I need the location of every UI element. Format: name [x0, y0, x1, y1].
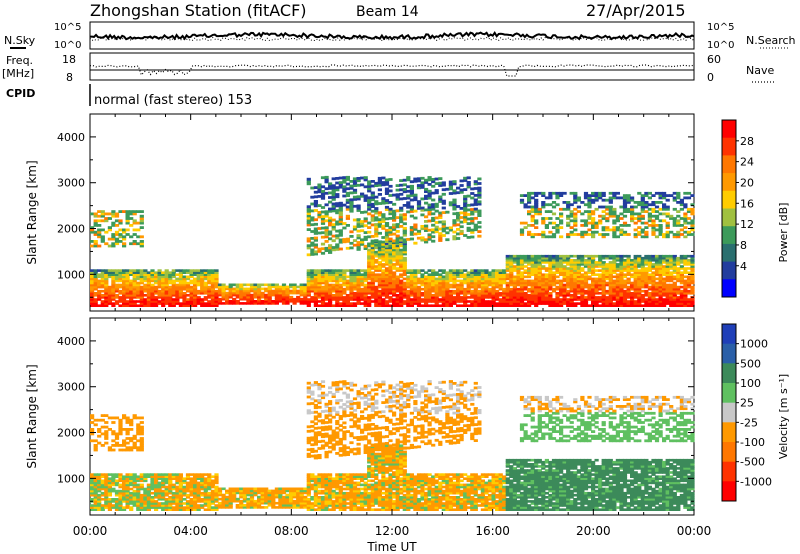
y-tick-label: 1000	[57, 472, 85, 485]
freq-panel: Freq. [MHz] 18 8 60 0 Nave	[2, 52, 774, 84]
colorbar-segment	[722, 461, 736, 482]
colorbar-tick-label: 1000	[740, 338, 768, 351]
colorbar-segment	[722, 261, 736, 280]
colorbar-segment	[722, 226, 736, 245]
noise-search-line	[89, 36, 695, 42]
freq-label: Freq.	[6, 54, 33, 67]
colorbar-frame	[721, 323, 737, 502]
colorbar-tick-label: 8	[740, 239, 747, 252]
colorbar-tick-label: 20	[740, 176, 754, 189]
colorbar-segment	[722, 190, 736, 209]
colorbar-segment	[722, 279, 736, 298]
nave-tick-top: 60	[707, 53, 721, 66]
freq-tick-bottom: 8	[66, 71, 73, 84]
colorbar-segment	[722, 422, 736, 443]
colorbar-segment	[722, 155, 736, 174]
colorbar-segment	[722, 402, 736, 423]
noise-ytick-top-left: 10^5	[54, 22, 81, 33]
colorbar-segment	[722, 324, 736, 345]
colorbar-segment	[722, 173, 736, 192]
colorbar-segment	[722, 343, 736, 364]
noise-ytick-bottom-left: 10^0	[54, 40, 81, 51]
y-tick-label: 3000	[57, 381, 85, 394]
colorbar-segment	[722, 363, 736, 384]
x-axis-title: Time UT	[366, 540, 417, 554]
noise-ytick-top-right: 10^5	[707, 22, 734, 33]
y-axis-label: Slant Range [km]	[25, 160, 39, 264]
y-tick-label: 4000	[57, 131, 85, 144]
y-tick-label: 2000	[57, 427, 85, 440]
colorbar-tick-label: 100	[740, 377, 761, 390]
nave-label: Nave	[746, 64, 774, 77]
colorbar-tick-label: -500	[740, 456, 765, 469]
y-axis-label: Slant Range [km]	[25, 364, 39, 468]
x-tick-label: 00:00	[677, 524, 712, 538]
noise-sky-line	[90, 30, 695, 41]
beam-title: Beam 14	[356, 4, 419, 20]
colorbar-tick-label: 24	[740, 156, 754, 169]
x-tick-label: 04:00	[173, 524, 208, 538]
colorbar-tick-label: 28	[740, 135, 754, 148]
colorbar-tick-label: -25	[740, 416, 758, 429]
x-tick-label: 20:00	[576, 524, 611, 538]
colorbar-segment	[722, 481, 736, 502]
scatter-cells	[90, 380, 695, 511]
velocity-panel: 1000 2000 3000 4000 Slant Range [km] 1000 500 1…	[25, 317, 790, 516]
noise-sky-label: N.Sky	[4, 34, 36, 47]
x-tick-label: 12:00	[375, 524, 410, 538]
colorbar-segment	[722, 208, 736, 227]
scatter-cells	[90, 175, 695, 307]
x-tick-label: 16:00	[475, 524, 510, 538]
colorbar-label: Velocity [m s⁻¹]	[777, 374, 790, 459]
y-tick-label: 2000	[57, 223, 85, 236]
colorbar-segment	[722, 442, 736, 463]
colorbar-tick-label: -1000	[740, 475, 772, 488]
date-title: 27/Apr/2015	[586, 1, 686, 20]
freq-unit-label: [MHz]	[2, 67, 34, 80]
station-title: Zhongshan Station (fitACF)	[90, 1, 307, 20]
noise-panel: N.Sky 10^5 10^0 10^5 10^0 N.Search	[4, 21, 796, 51]
y-tick-label: 1000	[57, 268, 85, 281]
colorbar-label: Power [dB]	[777, 203, 790, 263]
nave-line	[89, 64, 695, 77]
noise-ytick-bottom-right: 10^0	[707, 40, 734, 51]
colorbar-tick-label: 500	[740, 357, 761, 370]
colorbar-tick-label: 25	[740, 397, 754, 410]
colorbar-tick-label: -100	[740, 436, 765, 449]
colorbar-frame	[721, 119, 737, 298]
freq-tick-top: 18	[62, 53, 76, 66]
colorbar-segment	[722, 120, 736, 139]
colorbar-segment	[722, 383, 736, 404]
cpid-mode: normal (fast stereo) 153	[94, 93, 252, 108]
y-tick-label: 3000	[57, 177, 85, 190]
x-tick-label: 00:00	[73, 524, 108, 538]
cpid-label: CPID	[6, 87, 35, 100]
time-axis: 00:00 04:00 08:00 12:00 16:00 20:00 00:00	[73, 524, 712, 538]
y-tick-label: 4000	[57, 335, 85, 348]
colorbar-tick-label: 4	[740, 260, 747, 273]
colorbar-segment	[722, 243, 736, 263]
power-panel: 1000 2000 3000 4000 Slant Range [km] 28 24 20 16…	[25, 113, 790, 312]
colorbar-segment	[722, 137, 736, 156]
nave-tick-bottom: 0	[707, 71, 714, 84]
colorbar-tick-label: 16	[740, 197, 754, 210]
colorbar-tick-label: 12	[740, 218, 754, 231]
x-tick-label: 08:00	[274, 524, 309, 538]
noise-search-label: N.Search	[746, 34, 796, 47]
